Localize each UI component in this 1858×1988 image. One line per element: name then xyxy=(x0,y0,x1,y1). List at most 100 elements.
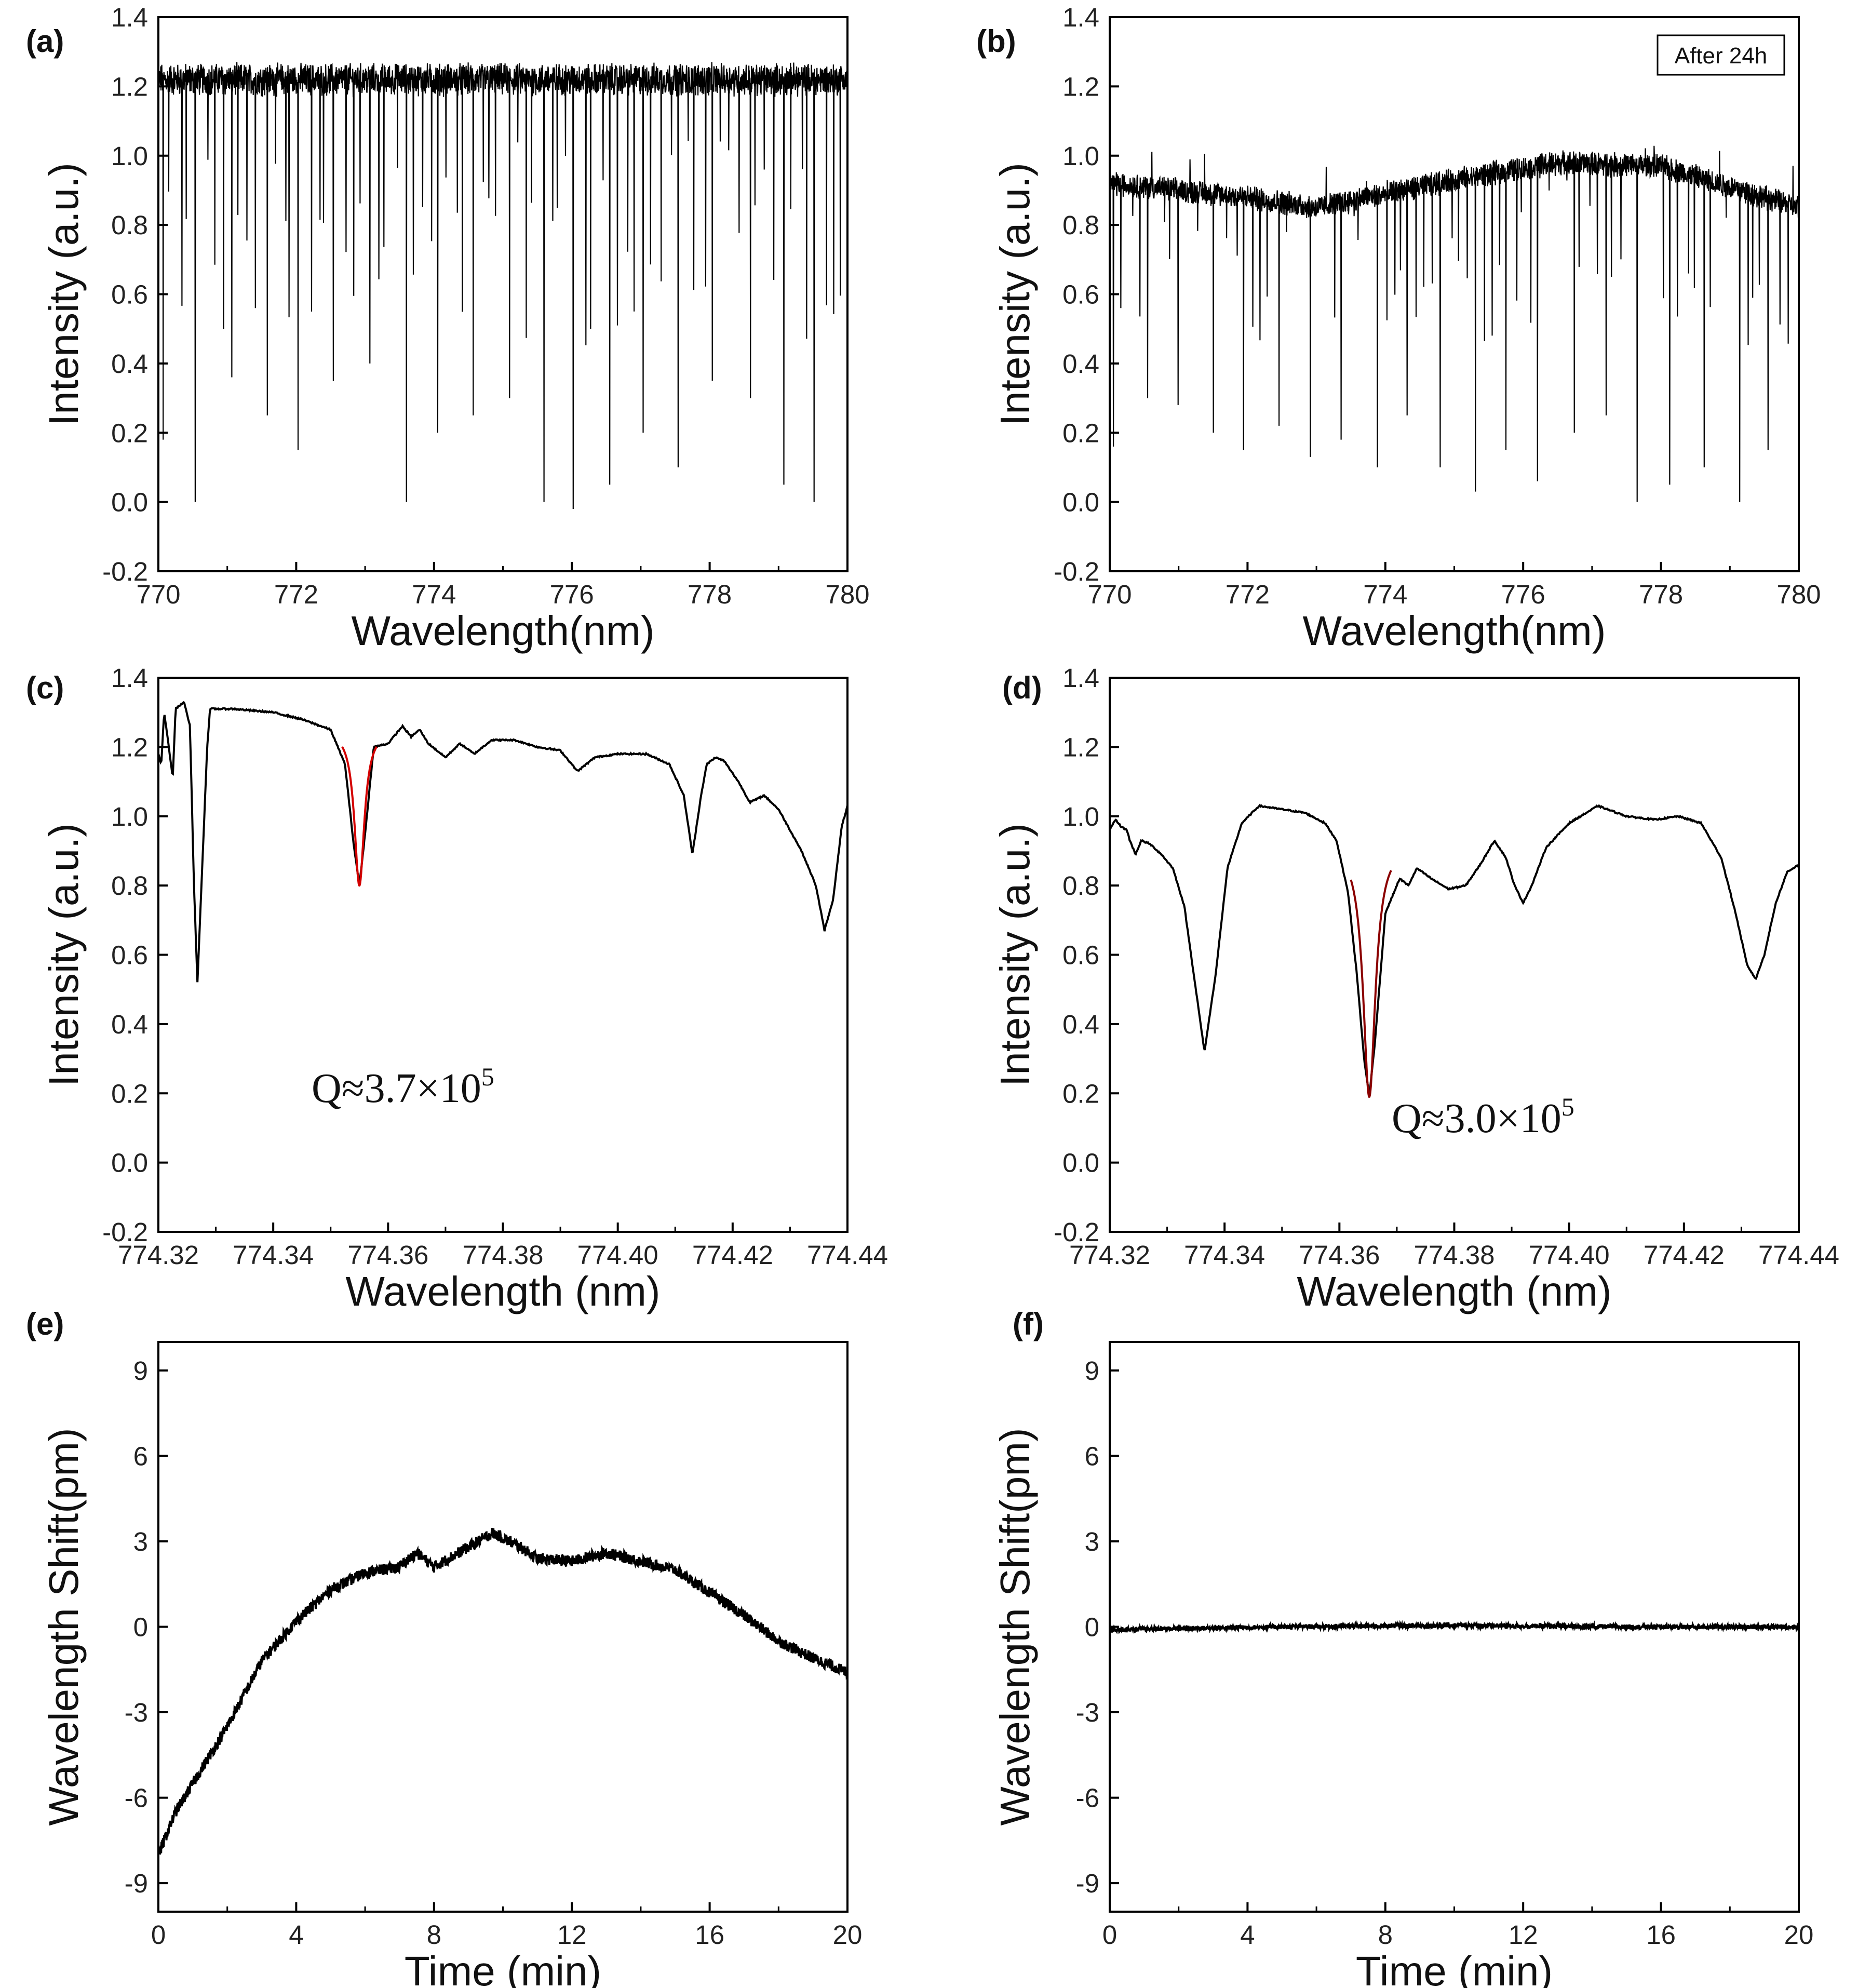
x-tick-label: 778 xyxy=(688,580,732,609)
x-tick-label: 12 xyxy=(1509,1920,1538,1950)
y-tick-label: -3 xyxy=(125,1698,148,1727)
x-axis-label: Wavelength(nm) xyxy=(1303,608,1606,654)
series-line-c-1 xyxy=(341,746,378,887)
x-tick-label: 774.44 xyxy=(1758,1240,1839,1270)
y-tick-label: 0.2 xyxy=(111,1079,148,1108)
series-line-e-0 xyxy=(158,1528,847,1855)
x-tick-label: 16 xyxy=(1646,1920,1676,1950)
y-tick-label: 0.2 xyxy=(1062,418,1099,448)
y-tick-label: 1.2 xyxy=(1062,72,1099,101)
y-tick-label: 0.4 xyxy=(1062,349,1099,379)
panel-label: (b) xyxy=(976,24,1016,59)
x-tick-label: 20 xyxy=(1784,1920,1814,1950)
y-tick-label: 0.8 xyxy=(111,871,148,901)
x-tick-label: 16 xyxy=(695,1920,724,1950)
panel-label: (a) xyxy=(26,24,64,59)
panel-label: (e) xyxy=(26,1307,64,1341)
y-tick-label: 1.4 xyxy=(1062,663,1099,693)
y-tick-label: 0.6 xyxy=(111,941,148,970)
y-tick-label: 0.6 xyxy=(111,280,148,310)
q-factor-value: Q≈3.0×10 xyxy=(1392,1096,1561,1141)
x-tick-label: 0 xyxy=(1102,1920,1117,1950)
y-axis-label: Intensity (a.u.) xyxy=(41,163,87,426)
x-tick-label: 774.42 xyxy=(692,1240,773,1270)
x-tick-label: 774.34 xyxy=(1184,1240,1265,1270)
y-tick-label: -0.2 xyxy=(1054,1217,1099,1247)
q-factor-annotation: Q≈3.7×105 xyxy=(312,1062,494,1111)
y-tick-label: -9 xyxy=(125,1869,148,1898)
y-tick-label: 1.2 xyxy=(111,732,148,762)
y-tick-label: 0.0 xyxy=(111,1148,148,1178)
y-tick-label: 0.4 xyxy=(111,349,148,379)
x-axis-label: Time (min) xyxy=(1356,1948,1553,1988)
y-tick-label: 0.0 xyxy=(1062,1148,1099,1178)
legend-box xyxy=(1657,34,1785,76)
y-axis-label: Intensity (a.u.) xyxy=(992,823,1038,1086)
x-tick-label: 12 xyxy=(557,1920,587,1950)
x-tick-label: 780 xyxy=(1776,580,1821,609)
x-tick-label: 774.44 xyxy=(807,1240,888,1270)
x-tick-label: 774.38 xyxy=(1414,1240,1495,1270)
x-tick-label: 4 xyxy=(1240,1920,1255,1950)
y-tick-label: 0.6 xyxy=(1062,941,1099,970)
x-tick-label: 774.40 xyxy=(577,1240,658,1270)
x-tick-label: 770 xyxy=(1087,580,1132,609)
chart-panel-c: 774.32 774.34 774.36 774.38 774.40 774.42 774.… xyxy=(26,663,888,1314)
y-tick-label: 1.0 xyxy=(111,802,148,831)
y-tick-label: 0.8 xyxy=(1062,210,1099,240)
y-tick-label: 1.4 xyxy=(111,3,148,32)
y-tick-label: -0.2 xyxy=(1054,557,1099,586)
chart-panel-f: 0 4 8 12 16 20 9 6 3 0 -3 -6 -9 Time (min) Wavelength … xyxy=(992,1307,1813,1988)
y-tick-label: 1.0 xyxy=(1062,141,1099,171)
y-tick-label: 0 xyxy=(1085,1613,1099,1642)
plot-frame xyxy=(157,16,849,572)
y-tick-label: 6 xyxy=(1085,1441,1099,1471)
x-axis-label: Time (min) xyxy=(405,1948,601,1988)
y-tick-label: 0.0 xyxy=(111,488,148,517)
chart-panel-e: 0 4 8 12 16 20 9 6 3 0 -3 -6 -9 Time (min) Wavelength … xyxy=(26,1307,862,1988)
x-axis-label: Wavelength(nm) xyxy=(352,608,655,654)
q-factor-exponent: 5 xyxy=(481,1062,494,1091)
y-axis-label: Wavelength Shift(pm) xyxy=(41,1428,87,1825)
series-line-c-0 xyxy=(158,701,847,983)
y-tick-label: -6 xyxy=(125,1783,148,1813)
x-tick-label: 0 xyxy=(151,1920,166,1950)
y-tick-label: -6 xyxy=(1076,1783,1099,1813)
panel-label: (c) xyxy=(26,670,64,705)
x-tick-label: 774.38 xyxy=(463,1240,544,1270)
x-tick-label: 8 xyxy=(1378,1920,1393,1950)
chart-panel-a: 770 772 774 776 778 780 -0.2 0.0 0.2 0.4 0.6 0.8 1.0… xyxy=(26,3,870,654)
q-factor-value: Q≈3.7×10 xyxy=(312,1066,481,1111)
y-tick-label: 0.0 xyxy=(1062,488,1099,517)
x-tick-label: 774 xyxy=(1363,580,1407,609)
y-tick-label: 0.8 xyxy=(111,210,148,240)
q-factor-annotation: Q≈3.0×105 xyxy=(1392,1092,1574,1141)
y-tick-label: 0.2 xyxy=(1062,1079,1099,1108)
x-tick-label: 770 xyxy=(136,580,180,609)
x-tick-label: 774.40 xyxy=(1529,1240,1610,1270)
y-tick-label: 1.0 xyxy=(111,141,148,171)
x-tick-label: 772 xyxy=(274,580,318,609)
x-tick-label: 774.32 xyxy=(1069,1240,1150,1270)
x-tick-label: 8 xyxy=(427,1920,441,1950)
x-tick-label: 20 xyxy=(833,1920,863,1950)
y-axis-label: Intensity (a.u.) xyxy=(41,823,87,1086)
y-tick-label: 3 xyxy=(1085,1527,1099,1556)
y-tick-label: 0.6 xyxy=(1062,280,1099,310)
series-line-d-0 xyxy=(1110,803,1799,1097)
y-tick-label: 9 xyxy=(1085,1356,1099,1386)
x-tick-label: 4 xyxy=(289,1920,303,1950)
y-tick-label: -9 xyxy=(1076,1869,1099,1898)
y-axis-label: Wavelength Shift(pm) xyxy=(992,1428,1038,1825)
y-tick-label: -3 xyxy=(1076,1698,1099,1727)
legend-label: After 24h xyxy=(1675,43,1768,69)
series-line-f-0 xyxy=(1110,1620,1799,1634)
x-tick-label: 774.42 xyxy=(1644,1240,1725,1270)
x-axis-label: Wavelength (nm) xyxy=(1297,1268,1611,1314)
y-tick-label: 1.2 xyxy=(111,72,148,101)
x-tick-label: 772 xyxy=(1226,580,1270,609)
x-tick-label: 774.32 xyxy=(118,1240,199,1270)
y-tick-label: 1.4 xyxy=(111,663,148,693)
y-tick-label: -0.2 xyxy=(102,557,148,586)
x-tick-label: 774 xyxy=(412,580,456,609)
